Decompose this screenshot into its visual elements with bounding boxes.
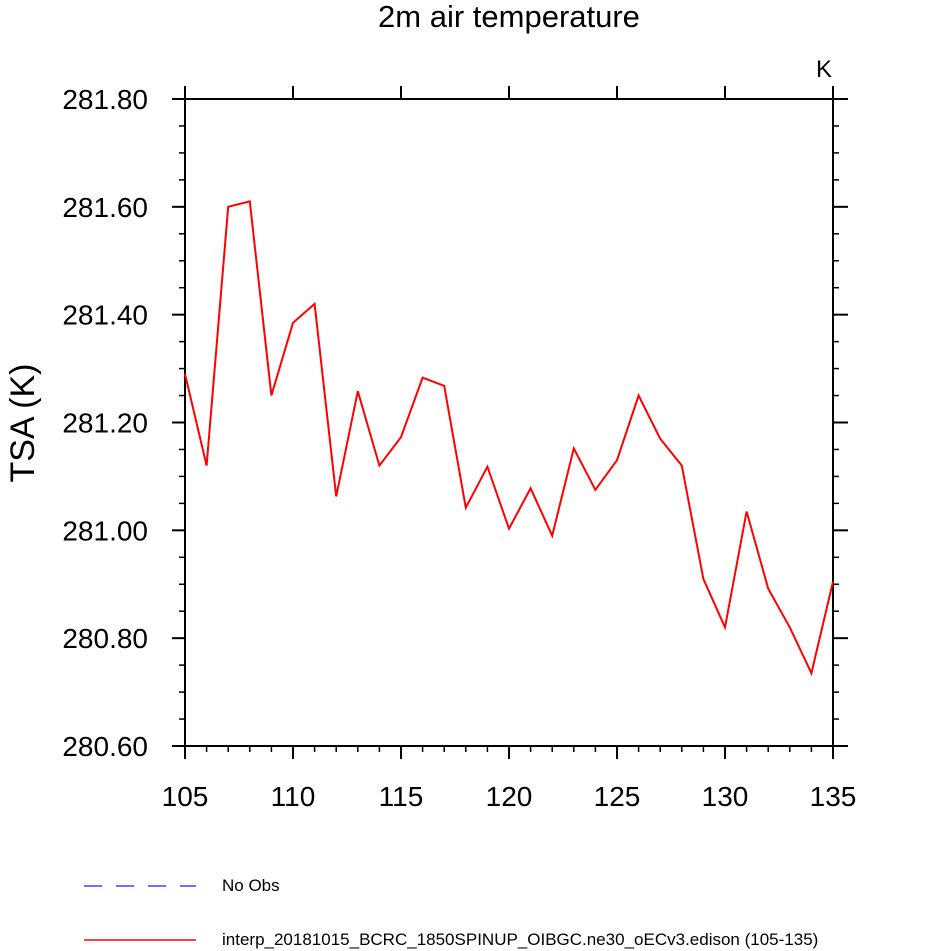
x-tick-label: 110 <box>271 781 316 812</box>
x-tick-label: 135 <box>810 781 857 812</box>
y-tick-label: 281.20 <box>62 408 148 439</box>
chart-title: 2m air temperature <box>378 0 640 34</box>
y-tick-label: 281.00 <box>62 515 148 546</box>
x-tick-label: 125 <box>594 781 641 812</box>
plot-frame <box>184 98 834 747</box>
x-tick-label: 130 <box>702 781 749 812</box>
x-tick-label: 105 <box>162 781 209 812</box>
series-line <box>184 200 834 677</box>
y-axis-label: TSA (K) <box>4 363 42 482</box>
axis-tick-labels: 105 110 115 120 125 130 135 280.60 280.80 281.00 2… <box>62 84 856 812</box>
y-tick-label: 281.40 <box>62 300 148 331</box>
x-tick-label: 115 <box>379 781 424 812</box>
y-tick-label: 280.60 <box>62 731 148 762</box>
x-tick-label: 120 <box>486 781 533 812</box>
y-tick-label: 281.60 <box>62 192 148 223</box>
units-label: K <box>816 56 832 83</box>
y-tick-label: 281.80 <box>62 84 148 115</box>
y-tick-label: 280.80 <box>62 623 148 654</box>
axis-ticks <box>172 86 848 759</box>
series-layer <box>184 200 834 677</box>
